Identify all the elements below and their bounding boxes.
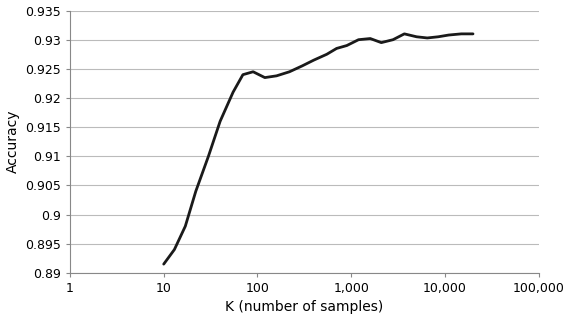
Y-axis label: Accuracy: Accuracy — [6, 110, 19, 173]
X-axis label: K (number of samples): K (number of samples) — [225, 300, 384, 315]
